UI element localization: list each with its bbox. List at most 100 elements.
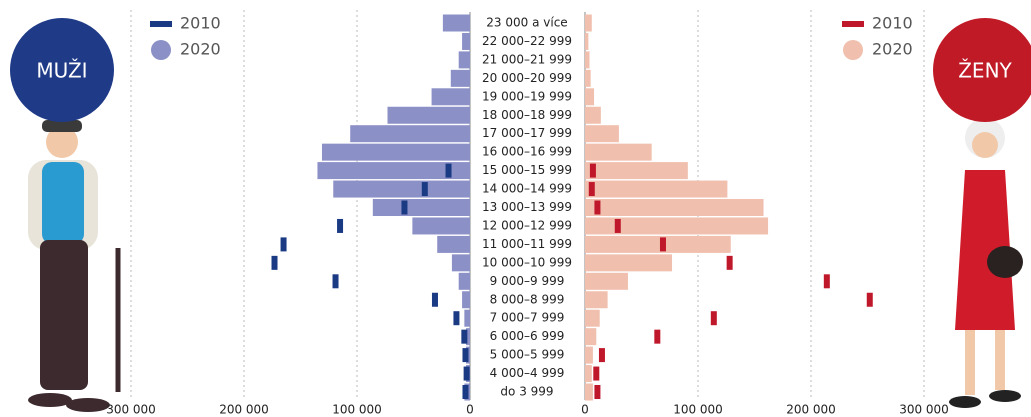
x-tick-label: 300 000 xyxy=(106,403,156,417)
marker xyxy=(598,348,605,363)
legend-label: 2010 xyxy=(180,14,221,33)
x-tick-label: 100 000 xyxy=(673,403,723,417)
bar xyxy=(462,291,470,309)
bar xyxy=(585,199,764,216)
category-label: 20 000–20 999 xyxy=(482,71,572,85)
category-label: 14 000–14 999 xyxy=(482,182,572,196)
bar xyxy=(333,180,470,198)
bar xyxy=(585,383,593,401)
bar xyxy=(585,346,593,364)
bar xyxy=(585,180,728,198)
man-figure xyxy=(28,120,121,412)
bar xyxy=(585,272,628,290)
marker xyxy=(453,311,460,326)
woman-figure xyxy=(949,118,1023,408)
group-label: MUŽI xyxy=(36,59,87,83)
bar xyxy=(317,162,470,180)
bar xyxy=(585,32,589,50)
group-label: ŽENY xyxy=(958,59,1012,83)
category-label: 5 000–5 999 xyxy=(490,348,565,362)
marker xyxy=(431,292,438,307)
bar xyxy=(412,217,470,235)
bar xyxy=(321,143,470,161)
group-badge xyxy=(10,18,114,122)
marker xyxy=(594,385,601,399)
category-label: 18 000–18 999 xyxy=(482,108,572,122)
marker xyxy=(462,385,469,399)
bar xyxy=(431,88,470,106)
category-label: 22 000–22 999 xyxy=(482,34,572,48)
marker xyxy=(337,218,344,233)
bar xyxy=(585,14,592,32)
x-tick-label: 0 xyxy=(466,403,474,417)
bar xyxy=(464,309,470,327)
bar xyxy=(372,199,470,216)
category-label: 21 000–21 999 xyxy=(482,52,572,66)
category-label: 9 000–9 999 xyxy=(490,274,565,288)
marker xyxy=(726,255,733,270)
legend-swatch xyxy=(151,40,171,60)
bar xyxy=(585,235,731,253)
bar xyxy=(585,254,673,272)
marker xyxy=(463,366,470,381)
x-tick-label: 300 000 xyxy=(899,403,949,417)
marker xyxy=(421,182,428,197)
marker xyxy=(445,163,452,178)
bar xyxy=(585,291,608,309)
bar xyxy=(437,235,470,253)
category-label: 17 000–17 999 xyxy=(482,126,572,140)
legend-label: 2020 xyxy=(180,40,221,59)
bar xyxy=(458,272,470,290)
marker xyxy=(594,200,601,215)
legend-swatch xyxy=(150,21,172,27)
bar xyxy=(466,328,470,346)
bar xyxy=(585,106,601,124)
bar xyxy=(458,51,470,69)
x-tick-label: 200 000 xyxy=(786,403,836,417)
bar xyxy=(585,51,590,69)
marker xyxy=(271,255,278,270)
x-tick-label: 0 xyxy=(581,403,589,417)
marker xyxy=(461,329,468,344)
category-label: 12 000–12 999 xyxy=(482,218,572,232)
legend-label: 2020 xyxy=(872,40,913,59)
legend-swatch xyxy=(843,40,863,60)
bar xyxy=(585,365,592,383)
marker xyxy=(654,329,661,344)
marker xyxy=(823,274,830,289)
marker xyxy=(401,200,408,215)
marker xyxy=(659,237,666,252)
marker xyxy=(589,163,596,178)
bar xyxy=(462,32,470,50)
category-label: 10 000–10 999 xyxy=(482,255,572,269)
category-label: 4 000–4 999 xyxy=(490,366,565,380)
marker xyxy=(593,366,600,381)
bar xyxy=(585,162,688,180)
marker xyxy=(866,292,873,307)
x-tick-label: 100 000 xyxy=(332,403,382,417)
category-label: 6 000–6 999 xyxy=(490,329,565,343)
bar xyxy=(350,125,470,143)
marker xyxy=(462,348,469,363)
marker xyxy=(588,182,595,197)
legend-label: 2010 xyxy=(872,14,913,33)
bar xyxy=(585,309,600,327)
category-label: do 3 999 xyxy=(500,385,553,399)
category-label: 11 000–11 999 xyxy=(482,237,572,251)
bar xyxy=(585,328,597,346)
category-label: 19 000–19 999 xyxy=(482,89,572,103)
bar xyxy=(451,254,470,272)
marker xyxy=(710,311,717,326)
legend-swatch xyxy=(842,21,864,27)
marker xyxy=(280,237,287,252)
bar xyxy=(585,69,591,87)
marker xyxy=(614,218,621,233)
category-label: 8 000–8 999 xyxy=(490,292,565,306)
bar xyxy=(585,143,652,161)
bar xyxy=(387,106,470,124)
bar xyxy=(442,14,470,32)
category-label: 16 000–16 999 xyxy=(482,145,572,159)
group-badge xyxy=(933,18,1031,122)
